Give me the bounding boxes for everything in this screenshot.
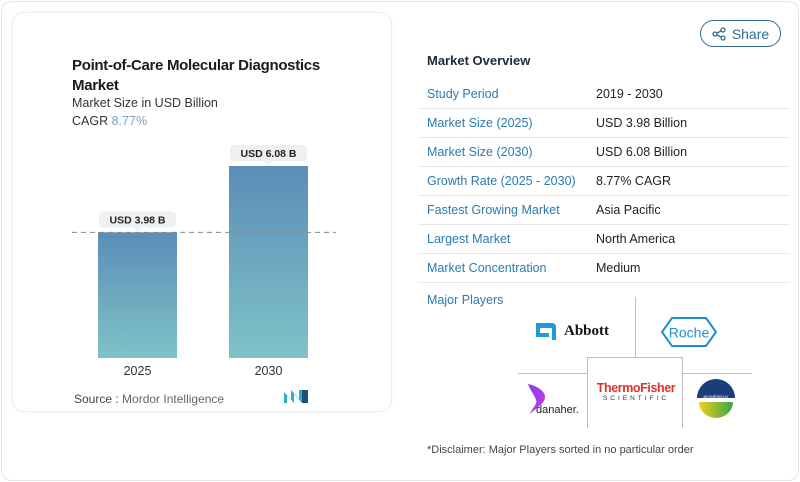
source: Source : Mordor Intelligence bbox=[74, 392, 224, 406]
overview-row: Largest Market North America bbox=[418, 225, 790, 254]
divider bbox=[635, 297, 636, 357]
row-label: Study Period bbox=[427, 87, 499, 101]
svg-text:BIOMÉRIEUX: BIOMÉRIEUX bbox=[703, 394, 728, 399]
bar-chart: USD 3.98 B 2025 USD 6.08 B 2030 bbox=[72, 145, 336, 378]
data-label-box bbox=[230, 145, 307, 161]
cagr: CAGR 8.77% bbox=[72, 114, 147, 128]
disclaimer: *Disclaimer: Major Players sorted in no … bbox=[427, 444, 694, 456]
thermofisher-logo: ThermoFisher SCIENTIFIC bbox=[596, 381, 676, 402]
row-label: Market Concentration bbox=[427, 261, 547, 275]
row-value: Medium bbox=[596, 261, 641, 275]
row-label: Market Size (2030) bbox=[427, 145, 533, 159]
overview-row: Growth Rate (2025 - 2030) 8.77% CAGR bbox=[418, 167, 790, 196]
overview-row: Market Concentration Medium bbox=[418, 254, 790, 283]
chart-title: Point-of-Care Molecular Diagnostics Mark… bbox=[72, 57, 320, 94]
data-label-pointer bbox=[133, 227, 142, 232]
row-value: USD 6.08 Billion bbox=[596, 145, 688, 159]
logo-box bbox=[587, 357, 683, 428]
row-label: Growth Rate (2025 - 2030) bbox=[427, 174, 576, 188]
overview-row: Market Size (2030) USD 6.08 Billion bbox=[418, 138, 790, 167]
share-label: Share bbox=[731, 25, 770, 42]
data-label-box bbox=[99, 211, 176, 228]
mordor-logo-icon bbox=[284, 390, 308, 403]
x-tick-label: 2030 bbox=[255, 364, 283, 378]
cagr-label: CAGR bbox=[72, 114, 109, 128]
row-value: 2019 - 2030 bbox=[596, 87, 663, 101]
chart-card bbox=[12, 12, 392, 412]
biomerieux-logo: BIOMÉRIEUX bbox=[697, 379, 735, 418]
abbott-logo: Abbott bbox=[534, 321, 609, 342]
chart-subtitle: Market Size in USD Billion bbox=[72, 96, 218, 110]
major-players-title: Major Players bbox=[427, 293, 504, 307]
share-button[interactable]: Share bbox=[700, 20, 781, 47]
cagr-value: 8.77% bbox=[111, 114, 148, 128]
overview-row: Study Period 2019 - 2030 bbox=[418, 80, 790, 109]
danaher-icon bbox=[528, 384, 546, 414]
x-tick-label: 2025 bbox=[124, 364, 152, 378]
row-value: USD 3.98 Billion bbox=[596, 116, 688, 130]
bar-2030 bbox=[229, 166, 308, 358]
row-label: Fastest Growing Market bbox=[427, 203, 560, 217]
data-label: USD 6.08 B bbox=[240, 148, 296, 160]
divider bbox=[682, 373, 752, 374]
abbott-icon bbox=[536, 323, 556, 340]
row-label: Largest Market bbox=[427, 232, 511, 246]
divider bbox=[518, 373, 588, 374]
overview-row: Fastest Growing Market Asia Pacific bbox=[418, 196, 790, 225]
row-value: North America bbox=[596, 232, 676, 246]
row-label: Market Size (2025) bbox=[427, 116, 533, 130]
svg-text:Roche: Roche bbox=[669, 325, 710, 341]
bar-2025 bbox=[98, 232, 177, 358]
source-label: Source : bbox=[74, 392, 119, 406]
overview-row: Market Size (2025) USD 3.98 Billion bbox=[418, 109, 790, 138]
roche-logo: Roche bbox=[660, 317, 718, 347]
data-label-pointer bbox=[264, 161, 273, 165]
data-label: USD 3.98 B bbox=[109, 214, 165, 226]
source-value: Mordor Intelligence bbox=[122, 392, 225, 406]
danaher-logo: danaher. bbox=[527, 384, 579, 419]
row-value: 8.77% CAGR bbox=[596, 174, 672, 188]
market-overview-title: Market Overview bbox=[427, 53, 531, 68]
share-icon bbox=[712, 26, 726, 41]
row-value: Asia Pacific bbox=[596, 203, 661, 217]
